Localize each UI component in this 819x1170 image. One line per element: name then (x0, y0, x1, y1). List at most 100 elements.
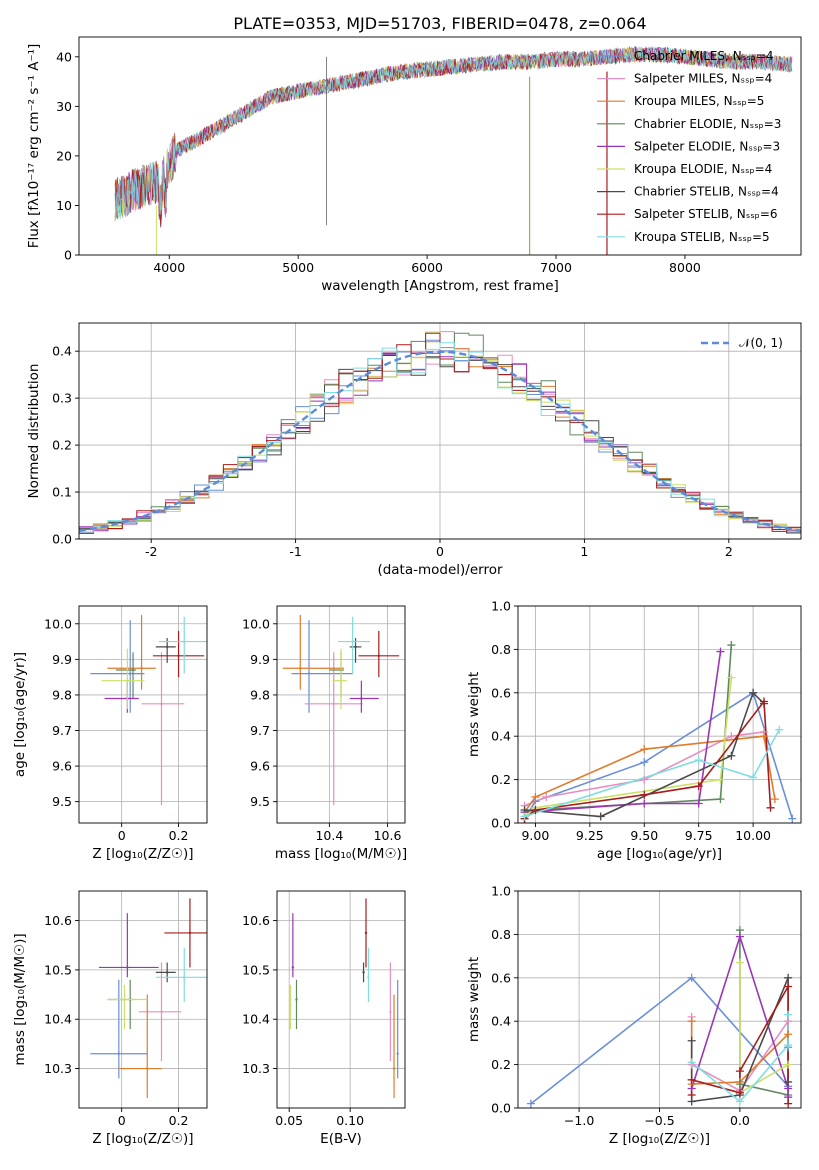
legend: Chabrier MILES, Nₛₛₚ=4 Salpeter MILES, Nₛ… (597, 49, 781, 244)
x-tick-label: 0.2 (169, 1113, 189, 1128)
weight-marker (640, 775, 649, 784)
plot-area (289, 898, 399, 1099)
y-axis-label: mass weight (466, 957, 482, 1042)
weight-marker (735, 1097, 744, 1106)
x-tick-label: 0.05 (275, 1113, 303, 1128)
legend-label: Salpeter MILES, Nₛₛₚ=4 (634, 72, 772, 86)
weight-series-line (524, 699, 772, 820)
legend-label: Chabrier MILES, Nₛₛₚ=4 (634, 49, 774, 63)
data-point (295, 998, 298, 1001)
weight-marker (784, 973, 793, 982)
y-tick-label: 10.4 (242, 1012, 270, 1027)
axes-frame (78, 890, 208, 1109)
panel-spectrum: 4000 5000 6000 7000 8000 0 10 20 30 40 wavelength … (26, 36, 802, 294)
x-axis-label: age [log₁₀(age/yr)] (597, 846, 722, 862)
data-point (364, 931, 368, 935)
y-tick-label: 10.4 (44, 1012, 72, 1027)
x-tick-label: −0.5 (644, 1113, 674, 1128)
y-tick-label: 0.8 (491, 642, 511, 657)
data-point (362, 971, 365, 974)
y-tick-label: 0.6 (491, 970, 511, 985)
y-tick-label: 10.5 (242, 962, 270, 977)
data-point (140, 667, 143, 670)
weight-marker (784, 1099, 793, 1108)
y-tick-label: 9.8 (250, 687, 270, 702)
weight-marker (735, 958, 744, 967)
y-tick-label: 0.2 (52, 438, 72, 453)
legend-label: Kroupa ELODIE, Nₛₛₚ=4 (634, 162, 772, 176)
y-tick-label: 9.9 (250, 652, 270, 667)
y-tick-label: 0.6 (491, 685, 511, 700)
y-axis-label: Normed distribution (26, 364, 42, 499)
weight-marker (727, 751, 736, 760)
weight-marker (542, 792, 551, 801)
weight-marker (784, 1041, 793, 1050)
weight-marker (520, 812, 529, 821)
y-axis-label: age [log₁₀(age/yr)] (12, 652, 28, 777)
plot-area (523, 645, 794, 820)
data-point (160, 1010, 163, 1014)
weight-marker (687, 1017, 696, 1026)
plot-area (282, 614, 400, 806)
y-tick-label: 0.1 (52, 485, 72, 500)
data-point (354, 645, 357, 649)
weight-marker (716, 775, 725, 784)
y-tick-label: 9.6 (52, 759, 72, 774)
y-tick-label: 10.6 (44, 913, 72, 928)
weight-marker (640, 745, 649, 754)
y-axis-label: mass weight (466, 672, 482, 757)
data-point (165, 971, 169, 974)
x-tick-label: 9.75 (685, 828, 713, 843)
panel-mass-vs-Z: 0 0.2 10.3 10.4 10.5 10.6 Z [log₁₀(Z/Z☉)] mass … (12, 890, 208, 1147)
axes-frame (78, 36, 802, 256)
data-point (123, 998, 126, 1001)
data-point (351, 640, 354, 643)
weight-marker (735, 1067, 744, 1076)
legend-label: Chabrier STELIB, Nₛₛₚ=4 (634, 185, 779, 199)
y-tick-label: 10.6 (242, 913, 270, 928)
legend-label: Kroupa MILES, Nₛₛₚ=5 (634, 94, 764, 108)
y-tick-label: 9.5 (250, 794, 270, 809)
weight-marker (735, 932, 744, 941)
data-point (291, 966, 295, 969)
x-tick-label: 0 (118, 1113, 126, 1128)
x-tick-label: 7000 (540, 260, 572, 275)
data-point (160, 702, 163, 706)
y-tick-label: 9.6 (250, 759, 270, 774)
x-tick-label: 9.50 (630, 828, 658, 843)
x-tick-label: 10.00 (735, 828, 771, 843)
data-point (389, 1010, 392, 1014)
y-tick-label: 0.3 (52, 391, 72, 406)
panel-mass-vs-EBV: 0.05 0.10 10.3 10.4 10.5 10.6 E(B-V) (242, 890, 406, 1147)
weight-series-line (524, 729, 780, 818)
weight-marker (526, 1099, 535, 1108)
y-tick-label: 9.7 (52, 723, 72, 738)
weight-marker (694, 782, 703, 791)
weight-marker (759, 697, 768, 706)
weight-marker (687, 1036, 696, 1045)
x-axis-label: Z [log₁₀(Z/Z☉)] (92, 1131, 193, 1147)
axes-frame (78, 322, 802, 540)
x-tick-label: 2 (725, 544, 733, 559)
y-tick-label: 0.4 (491, 729, 511, 744)
panel-weight-vs-Z: −1.0 −0.5 0.0 0.0 0.2 0.4 0.6 0.8 1.0 Z [log₁₀(Z/… (466, 884, 802, 1147)
weight-marker (687, 1058, 696, 1067)
data-point (339, 679, 343, 682)
x-tick-label: -1 (289, 544, 301, 559)
y-tick-label: 0.8 (491, 927, 511, 942)
histogram-series (79, 332, 801, 539)
y-tick-label: 0.0 (491, 1101, 511, 1116)
data-point (332, 702, 335, 706)
data-point (177, 654, 180, 658)
x-tick-label: 1 (580, 544, 588, 559)
data-point (146, 1067, 149, 1070)
legend-label: Salpeter STELIB, Nₛₛₚ=6 (634, 207, 778, 221)
y-tick-label: 9.9 (52, 652, 72, 667)
plot-area (90, 614, 207, 806)
data-point (126, 679, 129, 682)
weight-marker (770, 795, 779, 804)
panel-residuals: -2 -1 0 1 2 0.0 0.1 0.2 0.3 0.4 (data-model)/error… (26, 322, 802, 578)
data-point (126, 966, 129, 969)
y-tick-label: 10.0 (44, 616, 72, 631)
data-point (392, 1067, 396, 1070)
